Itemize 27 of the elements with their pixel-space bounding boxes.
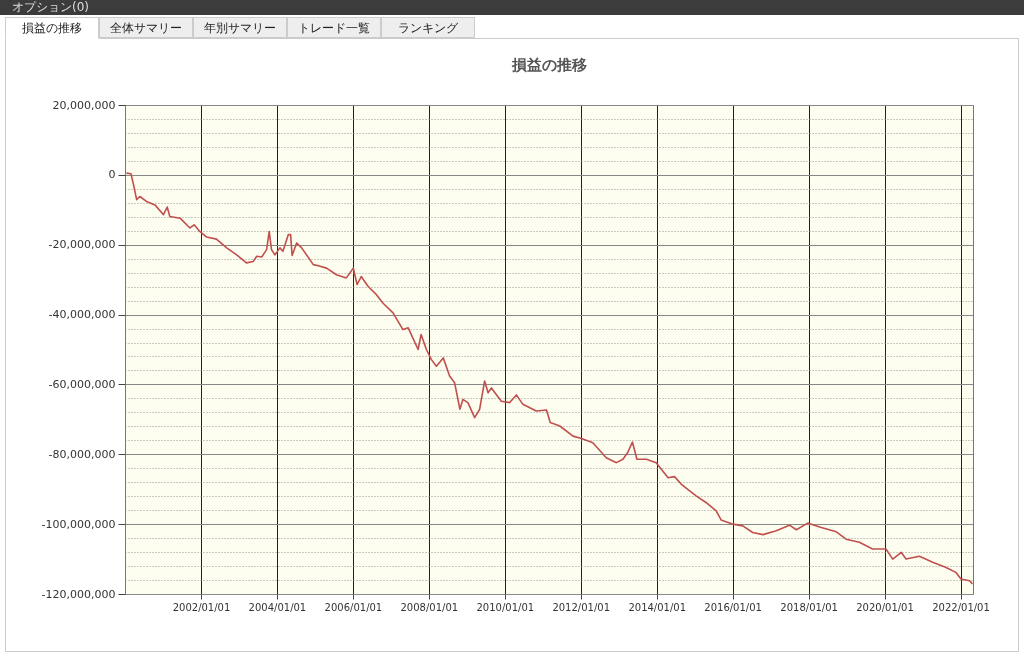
text: 全体サマリー [99, 17, 193, 38]
y-tick-label: 0 [108, 168, 116, 182]
x-tick-label: 2012/01/01 [552, 601, 611, 613]
y-tick-label: -120,000,000 [41, 587, 116, 601]
x-tick-label: 2016/01/01 [704, 601, 762, 613]
y-tick-label: -60,000,000 [48, 377, 116, 391]
text: ランキング [381, 17, 475, 38]
y-tick-label: -40,000,000 [48, 308, 116, 322]
text: 損益の推移 [5, 17, 99, 39]
x-tick-label: 2022/01/01 [932, 601, 990, 613]
text: オプション(0) [0, 0, 1024, 15]
text: トレード一覧 [287, 17, 381, 38]
text: 年別サマリー [193, 17, 287, 38]
x-tick-label: 2002/01/01 [172, 601, 231, 613]
chart-title: 損益の推移 [510, 56, 587, 74]
line-series [125, 172, 974, 585]
x-tick-label: 2006/01/01 [324, 601, 383, 613]
x-tick-label: 2008/01/01 [400, 601, 459, 613]
x-tick-label: 2018/01/01 [780, 601, 838, 613]
y-tick-label: -20,000,000 [48, 238, 116, 252]
x-tick-label: 2014/01/01 [628, 601, 687, 613]
y-tick-label: 20,000,000 [52, 98, 116, 112]
x-tick-label: 2020/01/01 [856, 601, 914, 613]
x-tick-label: 2010/01/01 [476, 601, 535, 613]
x-tick-label: 2004/01/01 [248, 601, 307, 613]
y-tick-label: -100,000,000 [41, 517, 116, 531]
y-tick-label: -80,000,000 [48, 447, 116, 461]
